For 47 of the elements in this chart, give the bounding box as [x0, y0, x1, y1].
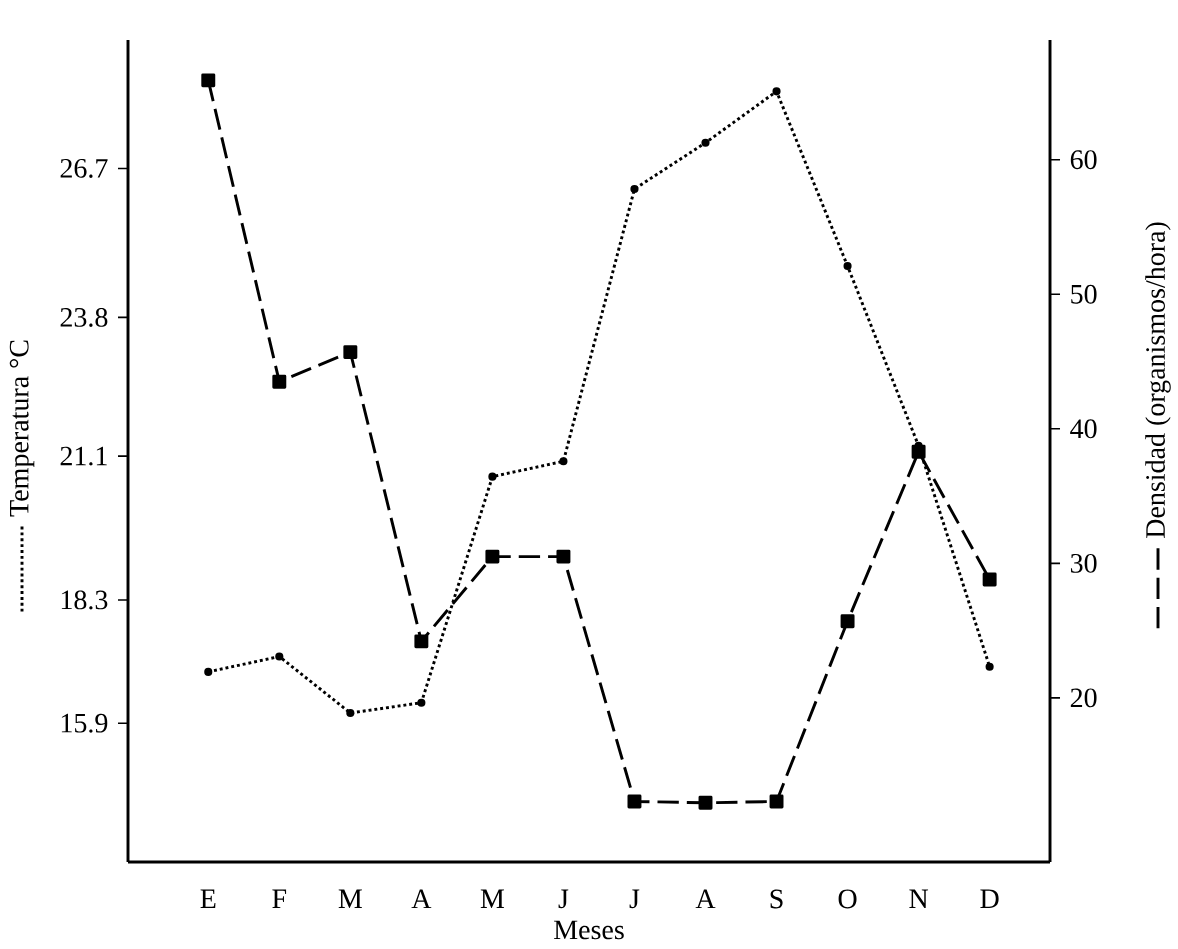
y2-tick-label: 50	[1071, 285, 1097, 304]
point	[556, 549, 571, 564]
point	[417, 698, 426, 707]
x-tick-label: M	[338, 889, 362, 909]
y-axis-title: Temperatura °C	[9, 340, 35, 517]
y2-axis-title: Densidad (organismos/hora)	[1145, 222, 1171, 539]
point	[772, 87, 781, 96]
y2-tick-label: 60	[1070, 150, 1097, 170]
point	[627, 794, 642, 809]
x-tick-label: M	[480, 889, 505, 909]
x-tick-label: A	[411, 889, 432, 909]
point	[840, 614, 855, 629]
point	[485, 549, 500, 564]
x-tick-label: S	[770, 889, 783, 909]
point	[985, 662, 994, 672]
y-tick-label: 21.1	[60, 446, 107, 466]
x-axis-title: Meses	[554, 920, 624, 940]
y-tick-label: 26.7	[60, 159, 108, 179]
point	[488, 472, 497, 481]
point	[414, 634, 429, 649]
point	[272, 374, 287, 389]
point	[343, 345, 358, 360]
x-tick-label: J	[629, 889, 640, 909]
y-tick-label: 15.9	[61, 713, 108, 733]
point	[698, 796, 713, 810]
point	[275, 652, 284, 661]
point	[204, 668, 213, 677]
y-tick-label: 23.8	[60, 308, 108, 328]
y2-tick-label: 40	[1070, 419, 1097, 439]
point	[630, 185, 639, 194]
y-tick-label: 18.3	[61, 590, 108, 610]
y2-tick-label: 30	[1070, 554, 1097, 573]
x-tick-label: O	[838, 889, 857, 909]
point	[346, 709, 355, 718]
point	[201, 73, 216, 88]
point	[843, 262, 852, 271]
x-tick-label: J	[558, 889, 569, 909]
x-tick-label: A	[695, 889, 716, 909]
y2-tick-label: 20	[1070, 688, 1097, 708]
point	[559, 457, 568, 466]
point	[769, 794, 784, 809]
x-tick-label: F	[272, 889, 287, 909]
point	[701, 138, 710, 147]
point	[982, 572, 997, 587]
x-tick-label: D	[980, 889, 999, 909]
x-tick-label: E	[200, 889, 216, 909]
x-tick-label: N	[909, 889, 929, 909]
